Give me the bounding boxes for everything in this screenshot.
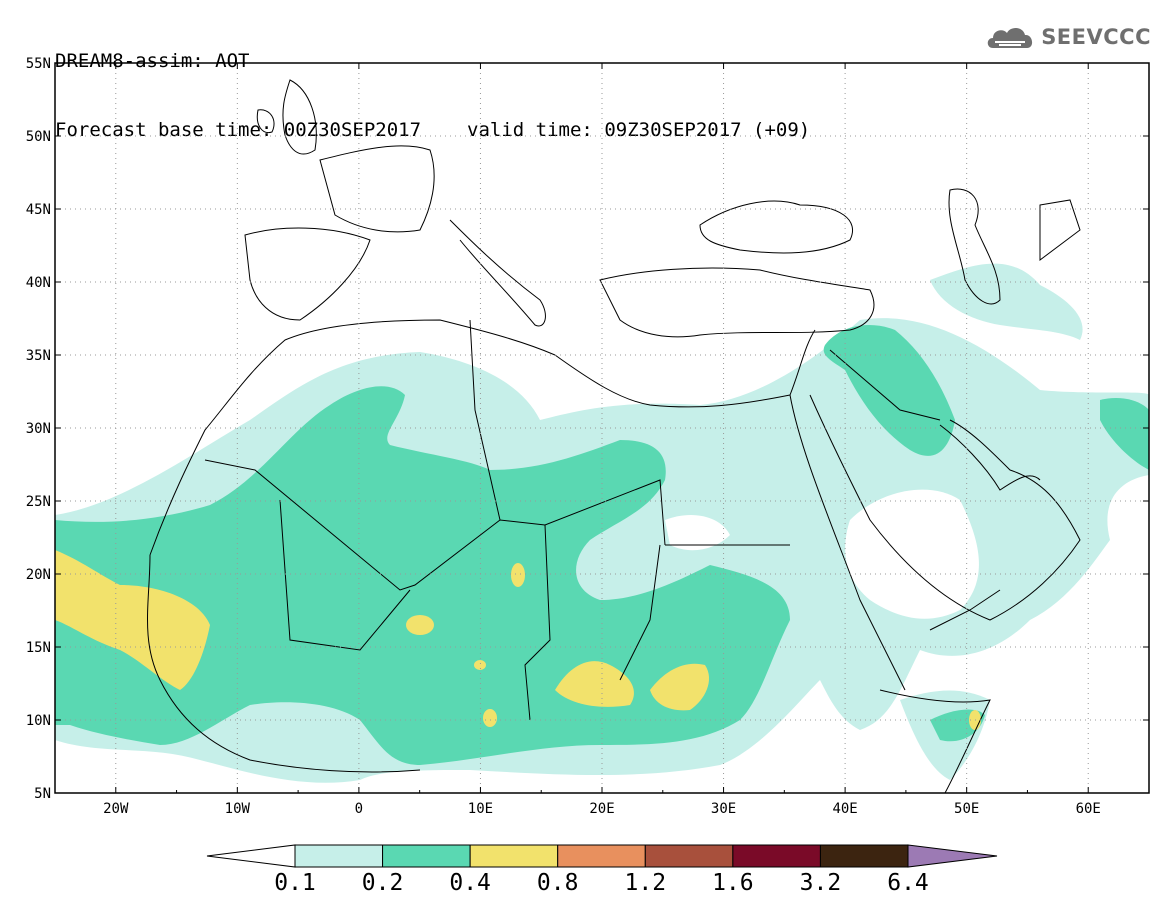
colorbar-level-label: 6.4 [887, 870, 929, 896]
coastlines [147, 79, 1081, 793]
aot-field [55, 263, 1149, 783]
lat-label: 55N [26, 56, 51, 72]
graticule [55, 63, 1149, 793]
colorbar-level-label: 1.2 [624, 870, 667, 896]
aot-hole-libya [665, 515, 730, 551]
aot-0.4-chad [555, 661, 634, 707]
lat-label: 35N [26, 348, 51, 364]
aot-0.1-persian-caspian [930, 263, 1083, 340]
aot-0.4-mali [406, 615, 434, 635]
colorbar [206, 844, 998, 868]
colorbar-box [732, 844, 821, 868]
lat-label: 40N [26, 275, 51, 291]
colorbar-under-arrow [206, 844, 296, 868]
lon-label: 50E [954, 801, 979, 817]
colorbar-over-arrow [907, 844, 998, 868]
lat-label: 10N [26, 713, 51, 729]
colorbar-level-label: 0.4 [449, 870, 491, 896]
forecast-base-time: Forecast base time: 00Z30SEP2017 [55, 119, 422, 141]
lon-label: 60E [1076, 801, 1101, 817]
colorbar-box [382, 844, 471, 868]
colorbar-level-label: 3.2 [799, 870, 842, 896]
lat-label: 50N [26, 129, 51, 145]
lon-label: 40E [832, 801, 857, 817]
colorbar-box [469, 844, 559, 868]
aot-0.2-iran-east [1100, 398, 1149, 470]
lat-label: 25N [26, 494, 51, 510]
aot-hole-arabia [845, 489, 979, 619]
colorbar-box [557, 844, 646, 868]
colorbar-level-label: 0.2 [361, 870, 404, 896]
title-time-line: Forecast base time: 00Z30SEP2017 valid ti… [55, 119, 856, 142]
lat-label: 20N [26, 567, 51, 583]
aot-0.2-iraq [823, 325, 955, 456]
lat-label: 5N [34, 786, 51, 802]
lat-label: 15N [26, 640, 51, 656]
lon-label: 30E [711, 801, 736, 817]
longitude-axis: 20W 10W 0 10E 20E 30E 40E 50E 60E [54, 63, 1150, 817]
colorbar-level-label: 1.6 [712, 870, 754, 896]
colorbar-box [294, 844, 384, 868]
aot-0.4-nigeria-south [483, 709, 497, 727]
map-title: DREAM8-assim: AOT Forecast base time: 00… [55, 4, 856, 165]
colorbar-level-label: 0.1 [274, 870, 316, 896]
aot-0.4-nigeria-north [474, 660, 486, 670]
colorbar-box [819, 844, 909, 868]
seevccc-logo: SEEVCCC [985, 22, 1151, 52]
cloud-logo-icon [987, 27, 1033, 48]
logo-text: SEEVCCC [1041, 25, 1151, 49]
lon-label: 0 [355, 801, 363, 817]
colorbar-level-label: 0.8 [536, 870, 579, 896]
aot-0.4-senegal [55, 550, 210, 690]
lon-label: 10E [468, 801, 493, 817]
lon-label: 20E [589, 801, 614, 817]
lon-label: 10W [225, 801, 251, 817]
title-model-line: DREAM8-assim: AOT [55, 50, 250, 72]
lat-label: 30N [26, 421, 51, 437]
aot-0.4-niger [511, 563, 525, 587]
lat-label: 45N [26, 202, 51, 218]
lon-label: 20W [103, 801, 129, 817]
aot-0.4-sudan [650, 663, 710, 711]
latitude-axis: 55N 50N 45N 40N 35N 30N 25N 20N 15N 10N 5N [26, 56, 1149, 802]
colorbar-box [644, 844, 734, 868]
